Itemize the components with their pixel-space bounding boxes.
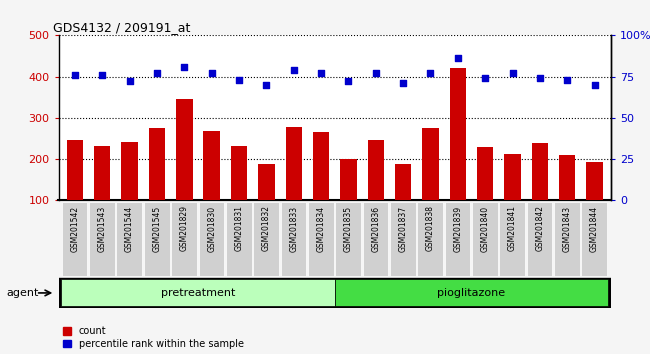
Point	[289, 67, 299, 73]
Bar	[122, 142, 138, 241]
Bar	[94, 146, 111, 241]
Legend: count, percentile rank within the sample: count, percentile rank within the sample	[63, 326, 244, 349]
Point	[343, 79, 354, 84]
FancyBboxPatch shape	[62, 201, 88, 276]
Text: GSM201830: GSM201830	[207, 205, 216, 252]
Point	[316, 70, 326, 76]
FancyBboxPatch shape	[254, 201, 279, 276]
Text: GSM201839: GSM201839	[453, 205, 462, 252]
Bar	[477, 147, 493, 241]
Point	[151, 70, 162, 76]
Text: GSM201832: GSM201832	[262, 205, 271, 251]
Text: GSM201838: GSM201838	[426, 205, 435, 251]
Text: GSM201841: GSM201841	[508, 205, 517, 251]
Point	[398, 80, 408, 86]
Text: GSM201543: GSM201543	[98, 205, 107, 252]
Bar	[203, 131, 220, 241]
Bar	[258, 164, 274, 241]
Bar	[367, 139, 384, 241]
Point	[207, 70, 217, 76]
Text: GSM201833: GSM201833	[289, 205, 298, 252]
Text: agent: agent	[6, 288, 39, 298]
Bar	[149, 128, 165, 241]
FancyBboxPatch shape	[171, 201, 197, 276]
FancyBboxPatch shape	[472, 201, 498, 276]
Point	[562, 77, 573, 83]
Text: GSM201834: GSM201834	[317, 205, 326, 252]
FancyBboxPatch shape	[390, 201, 416, 276]
Point	[590, 82, 600, 88]
Point	[535, 75, 545, 81]
FancyBboxPatch shape	[198, 201, 224, 276]
Point	[370, 70, 381, 76]
Point	[452, 56, 463, 61]
FancyBboxPatch shape	[526, 201, 552, 276]
Text: GSM201545: GSM201545	[153, 205, 161, 252]
Text: GSM201840: GSM201840	[481, 205, 489, 252]
FancyBboxPatch shape	[116, 201, 142, 276]
FancyBboxPatch shape	[582, 201, 607, 276]
Point	[234, 77, 244, 83]
Bar	[450, 68, 466, 241]
FancyBboxPatch shape	[554, 201, 580, 276]
Text: GSM201831: GSM201831	[235, 205, 244, 251]
Point	[480, 75, 490, 81]
Bar	[340, 159, 357, 241]
Bar	[231, 146, 247, 241]
Text: GSM201842: GSM201842	[536, 205, 545, 251]
FancyBboxPatch shape	[417, 201, 443, 276]
Text: GSM201837: GSM201837	[398, 205, 408, 252]
FancyBboxPatch shape	[144, 201, 170, 276]
Text: GSM201836: GSM201836	[371, 205, 380, 252]
FancyBboxPatch shape	[445, 201, 471, 276]
Bar	[422, 128, 439, 241]
Point	[425, 70, 436, 76]
Text: pioglitazone: pioglitazone	[437, 288, 506, 298]
FancyBboxPatch shape	[335, 279, 608, 307]
Point	[508, 70, 518, 76]
Bar	[395, 164, 411, 241]
Bar	[504, 154, 521, 241]
Bar	[313, 132, 330, 241]
FancyBboxPatch shape	[335, 201, 361, 276]
FancyBboxPatch shape	[226, 201, 252, 276]
Bar	[532, 143, 548, 241]
FancyBboxPatch shape	[281, 201, 306, 276]
Text: GSM201544: GSM201544	[125, 205, 134, 252]
FancyBboxPatch shape	[308, 201, 333, 276]
Bar	[586, 162, 603, 241]
Point	[124, 79, 135, 84]
FancyBboxPatch shape	[499, 201, 525, 276]
Bar	[285, 127, 302, 241]
Point	[261, 82, 272, 88]
Text: GSM201843: GSM201843	[563, 205, 572, 252]
Text: GSM201829: GSM201829	[180, 205, 188, 251]
Text: pretreatment: pretreatment	[161, 288, 235, 298]
Text: GSM201542: GSM201542	[70, 205, 79, 252]
Point	[97, 72, 107, 78]
FancyBboxPatch shape	[61, 279, 335, 307]
Point	[70, 72, 80, 78]
Bar	[559, 155, 575, 241]
Bar	[67, 140, 83, 241]
FancyBboxPatch shape	[89, 201, 115, 276]
Text: GDS4132 / 209191_at: GDS4132 / 209191_at	[53, 21, 190, 34]
Point	[179, 64, 190, 69]
FancyBboxPatch shape	[363, 201, 388, 276]
Text: GSM201835: GSM201835	[344, 205, 353, 252]
Text: GSM201844: GSM201844	[590, 205, 599, 252]
Bar	[176, 99, 192, 241]
